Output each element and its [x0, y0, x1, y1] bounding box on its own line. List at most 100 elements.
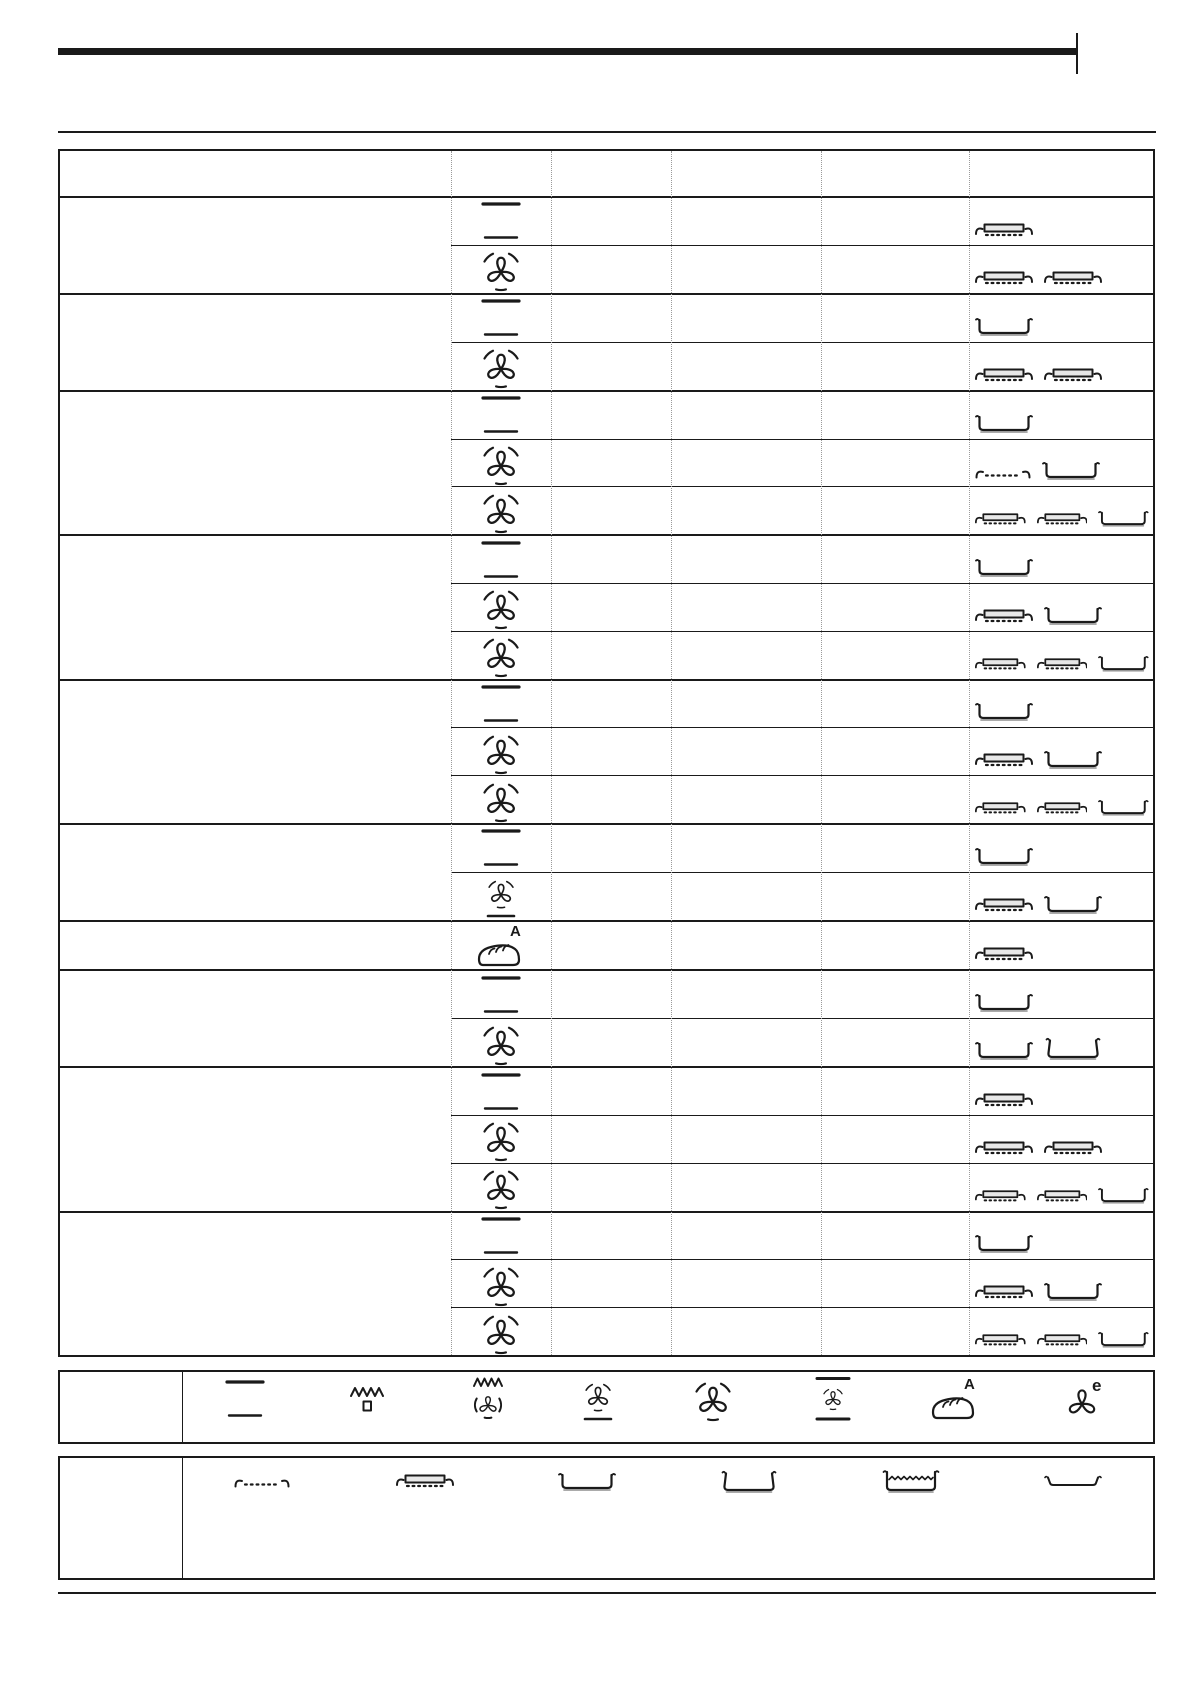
mode-group	[60, 971, 1153, 1069]
legend-icon-top-bottom-heat	[225, 1375, 265, 1423]
blank-cell	[551, 971, 671, 1018]
blank-cell	[551, 584, 671, 631]
blank-cell	[821, 681, 969, 728]
group-rows	[451, 1213, 1153, 1355]
blank-cell	[821, 1019, 969, 1066]
accessories-legend-table	[58, 1456, 1155, 1580]
accessories-cell	[969, 971, 1153, 1018]
blank-cell	[551, 295, 671, 342]
column-separator	[451, 151, 452, 1355]
mode-cell	[451, 632, 551, 679]
table-row	[451, 630, 1153, 679]
dish-name-cell	[60, 922, 451, 969]
table-row	[451, 775, 1153, 823]
accessories-cell	[969, 1068, 1153, 1115]
dish-name-cell	[60, 392, 451, 534]
blank-cell	[671, 681, 821, 728]
true-fan-icon	[479, 584, 523, 630]
mode-group	[60, 1068, 1153, 1213]
legend-icon-flat-dish	[1044, 1466, 1102, 1496]
mode-cell	[451, 246, 551, 293]
column-separator	[969, 151, 970, 1355]
accessories-cell	[969, 1260, 1153, 1307]
shallow-pan-icon	[975, 1232, 1033, 1254]
accessories-cell	[969, 392, 1153, 439]
mode-cell	[451, 343, 551, 390]
legend-icon-grill	[350, 1375, 384, 1423]
dish-name-cell	[60, 681, 451, 823]
blank-cell	[551, 536, 671, 583]
column-separator	[671, 151, 672, 1355]
blank-cell	[821, 1116, 969, 1163]
blank-cell	[671, 198, 821, 245]
blank-cell	[821, 1068, 969, 1115]
table-row	[451, 871, 1153, 920]
mode-cell	[451, 728, 551, 775]
dish-name-cell	[60, 1068, 451, 1210]
top-bottom-heat-icon	[481, 682, 521, 726]
table-row	[451, 583, 1153, 631]
tray-on-shelf-icon	[975, 606, 1033, 626]
shallow-pan-icon	[1098, 1184, 1149, 1206]
top-rule	[58, 48, 1077, 55]
mode-cell	[451, 1068, 551, 1115]
blank-cell	[821, 873, 969, 920]
legend-icon-eco-fan	[1065, 1375, 1105, 1423]
blank-cell	[551, 1116, 671, 1163]
table-row	[451, 486, 1153, 534]
tray-on-shelf-icon	[975, 365, 1033, 385]
mode-cell	[451, 536, 551, 583]
flat-dish-icon	[1044, 1474, 1102, 1488]
top-bottom-heat-icon	[481, 199, 521, 243]
blank-cell	[821, 825, 969, 872]
mode-group	[60, 295, 1153, 392]
table-row	[451, 1162, 1153, 1211]
accessories-legend-label-cell	[60, 1458, 182, 1578]
mode-group	[60, 681, 1153, 825]
eco-fan-icon	[1065, 1377, 1105, 1421]
bottom-rule	[58, 1592, 1156, 1594]
blank-cell	[551, 1068, 671, 1115]
cooking-table	[58, 149, 1155, 1357]
blank-cell	[671, 246, 821, 293]
deep-pan-icon	[1044, 1035, 1102, 1061]
blank-cell	[821, 971, 969, 1018]
blank-cell	[821, 584, 969, 631]
blank-cell	[671, 1308, 821, 1355]
wire-shelf-icon	[975, 463, 1031, 481]
mode-cell	[451, 922, 551, 969]
accessories-cell	[969, 1116, 1153, 1163]
shallow-pan-icon	[1044, 748, 1102, 770]
blank-cell	[551, 825, 671, 872]
shallow-pan-icon	[975, 315, 1033, 337]
shallow-pan-icon	[1098, 796, 1149, 818]
accessories-cell	[969, 584, 1153, 631]
legend-divider	[182, 1372, 183, 1442]
shallow-pan-icon	[975, 991, 1033, 1013]
blank-cell	[821, 246, 969, 293]
top-bottom-heat-icon	[481, 1214, 521, 1258]
accessories-cell	[969, 1164, 1153, 1211]
top-bottom-heat-icon	[225, 1377, 265, 1421]
mode-cell	[451, 825, 551, 872]
shallow-pan-icon	[1098, 652, 1149, 674]
tray-on-shelf-icon	[975, 509, 1026, 529]
legend-icon-deep-pan	[720, 1466, 778, 1496]
blank-cell	[821, 1164, 969, 1211]
tray-on-shelf-icon	[975, 1090, 1033, 1110]
shallow-pan-icon	[1044, 1280, 1102, 1302]
blank-cell	[551, 440, 671, 487]
mode-cell	[451, 681, 551, 728]
accessories-cell	[969, 873, 1153, 920]
legend-icon-shallow-pan	[558, 1466, 616, 1496]
tray-on-shelf-icon	[975, 220, 1033, 240]
mode-cell	[451, 295, 551, 342]
accessories-cell	[969, 632, 1153, 679]
group-rows	[451, 681, 1153, 823]
water-pan-icon	[882, 1468, 940, 1494]
legend-icon-bread-auto	[931, 1375, 979, 1423]
legend-icon-turbo-grill	[468, 1375, 508, 1423]
legend-icon-fan-bottom-heat	[578, 1375, 618, 1423]
blank-cell	[551, 1213, 671, 1260]
